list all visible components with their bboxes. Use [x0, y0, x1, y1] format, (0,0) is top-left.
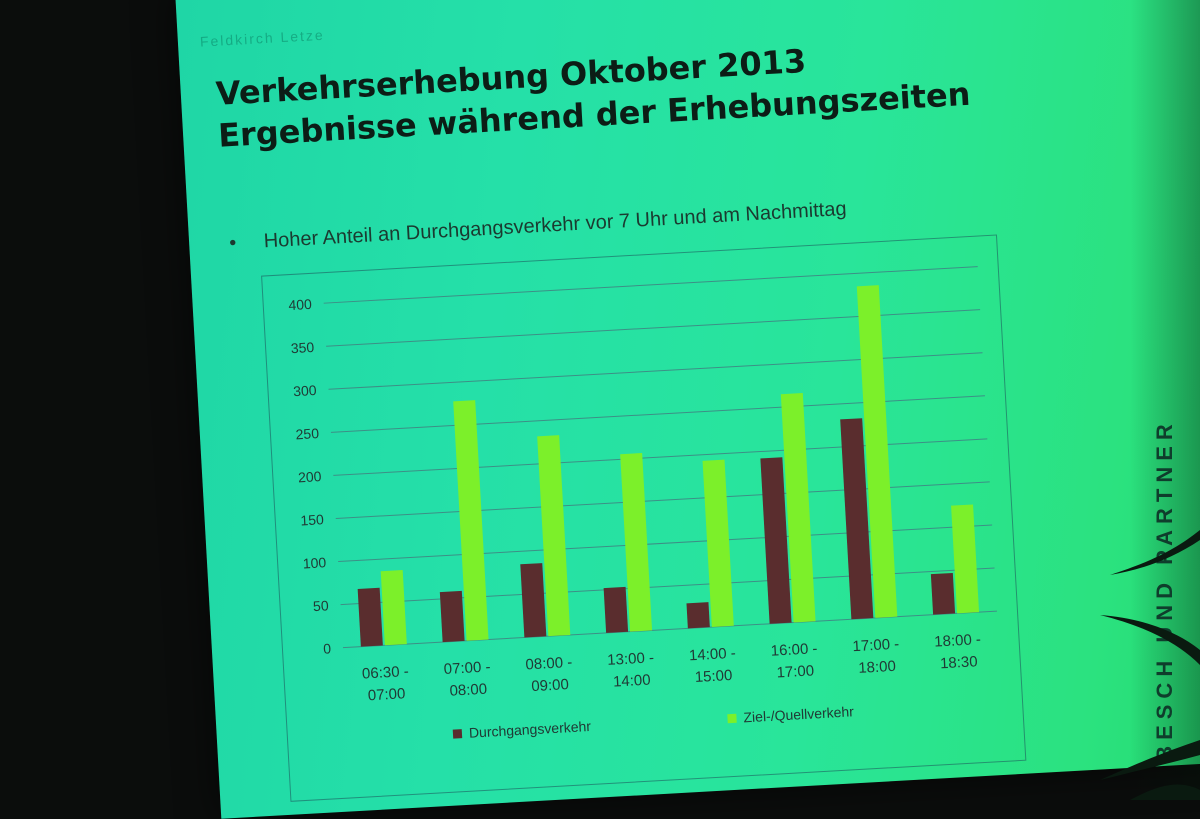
chart-gridlines — [323, 266, 997, 649]
legend-swatch — [452, 729, 463, 739]
bar-durchgangsverkehr — [357, 587, 383, 647]
y-tick-label: 150 — [300, 511, 324, 528]
bar-durchgangsverkehr — [686, 602, 710, 629]
bar-durchgangsverkehr — [760, 457, 792, 624]
presentation-slide: Feldkirch Letze Verkehrserhebung Oktober… — [175, 0, 1200, 819]
x-tick-label: 07:00 — [367, 685, 405, 704]
bar-ziel-quellverkehr — [620, 452, 653, 632]
x-tick-label: 14:00 — [613, 672, 651, 691]
x-tick-label: 17:00 - — [852, 636, 900, 656]
x-tick-label: 15:00 — [694, 667, 732, 686]
chart-frame: 0 50 100 150 200 250 300 350 400 06:30 - 07:00 07:0… — [261, 234, 1027, 802]
slide-title: Verkehrserhebung Oktober 2013 Ergebnisse… — [215, 31, 972, 157]
gridline — [340, 567, 995, 606]
y-tick-label: 0 — [323, 640, 332, 656]
gridline — [333, 438, 988, 476]
legend-swatch — [727, 713, 737, 724]
bar-ziel-quellverkehr — [380, 570, 407, 646]
x-tick-label: 06:30 - — [362, 663, 410, 683]
bar-ziel-quellverkehr — [951, 504, 980, 614]
legend-label: Durchgangsverkehr — [468, 718, 591, 741]
bar-ziel-quellverkehr — [780, 393, 816, 623]
bar-chart: 0 50 100 150 200 250 300 350 400 06:30 - 07:00 07:0… — [288, 266, 997, 741]
bar-ziel-quellverkehr — [856, 285, 898, 618]
chart-legend: Durchgangsverkehr Ziel-/Quellverkehr — [452, 703, 855, 741]
x-tick-label: 18:00 - — [934, 631, 982, 651]
y-tick-label: 300 — [293, 382, 317, 399]
bar-durchgangsverkehr — [603, 586, 629, 633]
bullet-dot-icon: • — [228, 231, 237, 255]
bar-ziel-quellverkehr — [453, 400, 489, 641]
y-tick-label: 100 — [302, 554, 326, 571]
gridline — [338, 524, 993, 563]
x-tick-label: 08:00 - — [525, 654, 573, 674]
y-tick-label: 250 — [295, 425, 319, 442]
legend-label: Ziel-/Quellverkehr — [743, 703, 855, 725]
y-tick-label: 200 — [298, 468, 322, 485]
x-tick-label: 13:00 - — [607, 649, 655, 669]
bullet-point: • Hoher Anteil an Durchgangsverkehr vor … — [229, 198, 848, 255]
gridline — [330, 395, 985, 433]
chart-labels: 0 50 100 150 200 250 300 350 400 06:30 - 07:00 07:0… — [288, 296, 982, 704]
bar-durchgangsverkehr — [439, 590, 465, 643]
y-tick-label: 50 — [313, 597, 330, 614]
x-tick-label: 17:00 — [776, 662, 814, 681]
branding-panel — [1130, 0, 1200, 800]
bar-ziel-quellverkehr — [537, 435, 571, 637]
x-tick-label: 16:00 - — [770, 640, 818, 660]
x-tick-label: 07:00 - — [443, 658, 491, 678]
bar-durchgangsverkehr — [930, 572, 956, 615]
x-tick-label: 18:00 — [858, 658, 896, 677]
bar-durchgangsverkehr — [520, 563, 547, 638]
x-tick-label: 14:00 - — [689, 645, 737, 665]
x-tick-label: 08:00 — [449, 681, 487, 700]
gridline — [326, 309, 981, 347]
bar-ziel-quellverkehr — [702, 459, 734, 628]
chart-bars — [357, 285, 980, 647]
x-tick-label: 09:00 — [531, 676, 569, 695]
bar-durchgangsverkehr — [840, 418, 874, 620]
bullet-text: Hoher Anteil an Durchgangsverkehr vor 7 … — [263, 197, 848, 253]
y-tick-label: 350 — [290, 339, 314, 356]
y-tick-label: 400 — [288, 296, 312, 313]
gridline — [335, 481, 990, 519]
watermark-text: Feldkirch Letze — [199, 26, 326, 50]
gridline — [323, 266, 978, 304]
leaf-decoration-icon — [1100, 530, 1200, 800]
x-tick-label: 18:30 — [940, 653, 978, 672]
gridline — [328, 352, 983, 390]
